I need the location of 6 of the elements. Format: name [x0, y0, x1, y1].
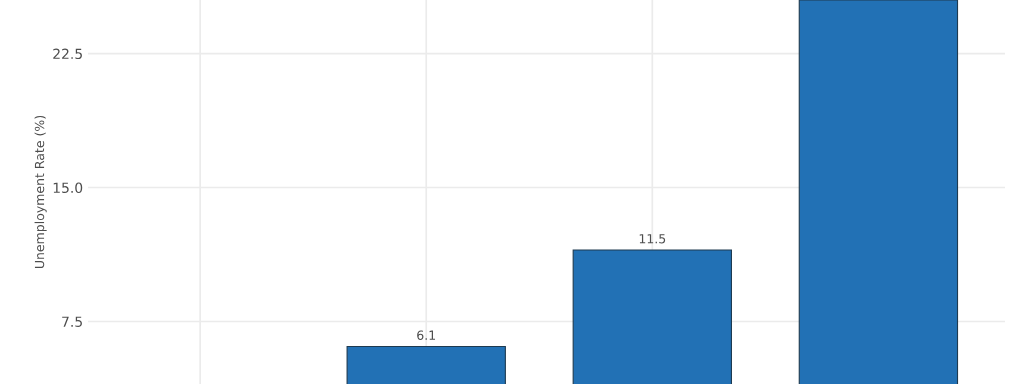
y-tick-label: 15.0 [53, 182, 83, 194]
y-tick-label: 7.5 [62, 316, 82, 327]
data-label: 11.5 [639, 234, 666, 244]
y-tick-label: 22.5 [53, 48, 82, 60]
y-axis-title: Unemployment Rate (%) [34, 115, 47, 269]
data-label: 6.1 [417, 330, 436, 340]
